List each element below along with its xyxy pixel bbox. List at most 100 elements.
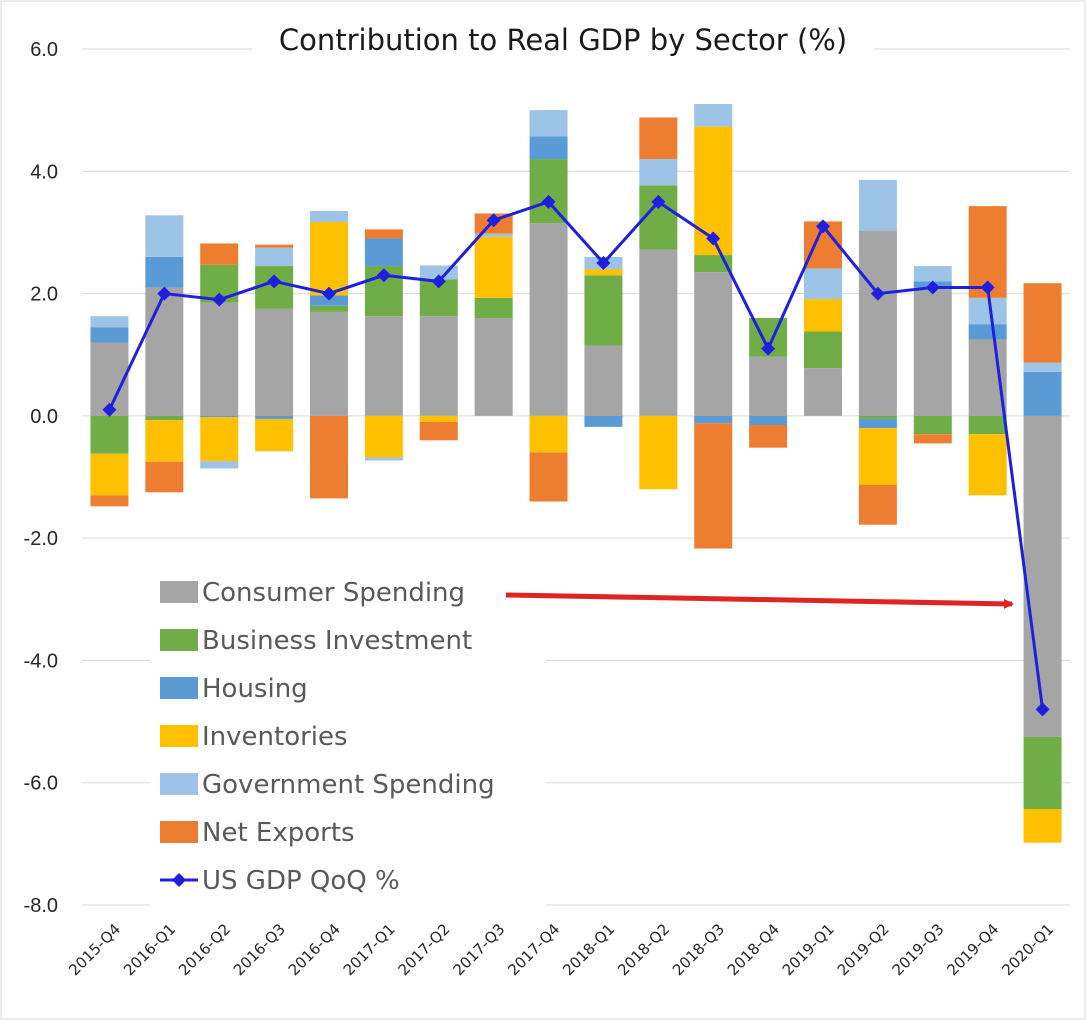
bar-segment-consumer-spending xyxy=(804,368,842,416)
gridlines xyxy=(82,48,1070,906)
bar-segment-housing xyxy=(364,238,403,267)
bar-segment-consumer-spending xyxy=(913,287,952,416)
y-tick-label: 4.0 xyxy=(30,161,58,183)
gdp-marker xyxy=(980,280,995,295)
legend-label-inventories: Inventories xyxy=(202,722,348,752)
gdp-marker xyxy=(925,280,940,295)
gdp-marker xyxy=(541,194,556,209)
legend-swatch-housing xyxy=(160,677,198,699)
gdp-marker xyxy=(486,213,501,228)
bar-segment-government-spending xyxy=(255,247,294,267)
bar-segment-business-investment xyxy=(310,305,348,312)
bar-segment-inventories xyxy=(364,415,403,458)
legend-label-business-investment: Business Investment xyxy=(202,626,472,656)
chart-title: Contribution to Real GDP by Sector (%) xyxy=(279,23,847,57)
y-tick-label: -8.0 xyxy=(24,895,58,917)
legend-label-government-spending: Government Spending xyxy=(202,770,495,800)
bar-segment-consumer-spending xyxy=(145,287,184,416)
gdp-line-series xyxy=(102,194,1050,717)
bar-segment-government-spending xyxy=(90,316,129,328)
bar-segment-inventories xyxy=(529,415,568,453)
bar-segment-government-spending xyxy=(694,104,733,127)
bar-segment-inventories xyxy=(474,236,513,298)
bar-segment-government-spending xyxy=(858,179,897,231)
bar-segment-net-exports xyxy=(749,425,788,448)
bar-segment-government-spending xyxy=(968,297,1007,325)
bar-segment-government-spending xyxy=(364,457,403,461)
bar-segment-housing xyxy=(694,415,733,424)
gdp-marker xyxy=(1035,702,1050,717)
bar-segment-business-investment xyxy=(1023,736,1062,810)
bar-segment-business-investment xyxy=(584,275,623,346)
gdp-marker xyxy=(816,219,830,234)
bar-segment-consumer-spending xyxy=(749,356,788,416)
legend-swatch-business-investment xyxy=(160,629,198,651)
bar-segment-consumer-spending xyxy=(968,339,1007,416)
gdp-marker xyxy=(870,286,885,301)
bar-segment-consumer-spending xyxy=(255,308,294,416)
bar-segment-business-investment xyxy=(858,415,897,419)
legend-box xyxy=(150,566,546,906)
y-tick-label: 2.0 xyxy=(30,284,58,306)
bar-segment-government-spending xyxy=(913,266,952,282)
bar-segment-net-exports xyxy=(419,421,458,441)
y-tick-label: 0.0 xyxy=(30,406,58,428)
bar-segment-inventories xyxy=(584,269,623,276)
bar-segment-housing xyxy=(858,418,897,429)
bar-segment-business-investment xyxy=(913,415,952,435)
bar-segment-housing xyxy=(529,136,568,160)
legend: Consumer Spending Business Investment Hous… xyxy=(150,566,546,906)
bar-segment-housing xyxy=(145,256,184,288)
bar-segment-government-spending xyxy=(474,233,513,237)
bar-segment-business-investment xyxy=(145,415,184,421)
bar-segment-consumer-spending xyxy=(419,316,458,416)
bar-segment-inventories xyxy=(804,299,842,332)
annotation-arrow xyxy=(505,592,1014,609)
gdp-marker xyxy=(596,256,611,270)
bar-segment-net-exports xyxy=(529,452,568,502)
bar-segment-government-spending xyxy=(639,159,678,186)
bar-segment-government-spending xyxy=(1023,362,1062,372)
bar-segment-consumer-spending xyxy=(310,311,348,416)
bar-segment-net-exports xyxy=(858,484,897,525)
bar-segment-housing xyxy=(584,415,623,427)
bar-segment-consumer-spending xyxy=(1023,415,1062,737)
bar-segment-inventories xyxy=(145,420,184,462)
legend-swatch-gdp-marker xyxy=(172,873,186,887)
bar-segment-government-spending xyxy=(200,461,239,469)
bar-segment-government-spending xyxy=(145,215,184,257)
bar-segment-inventories xyxy=(1023,809,1062,843)
bar-segment-housing xyxy=(749,415,788,426)
gdp-line xyxy=(108,200,1045,710)
gdp-marker xyxy=(322,286,336,301)
bar-segment-inventories xyxy=(255,418,294,452)
legend-swatch-inventories xyxy=(160,725,198,747)
gdp-marker xyxy=(376,268,391,283)
annotation xyxy=(505,592,1014,609)
bar-segment-consumer-spending xyxy=(584,345,623,416)
bar-segment-consumer-spending xyxy=(200,302,239,416)
bar-segment-inventories xyxy=(968,434,1007,496)
bar-segment-housing xyxy=(200,415,239,418)
y-tick-label: -2.0 xyxy=(24,528,58,550)
bar-segment-inventories xyxy=(639,415,678,490)
y-tick-label: -6.0 xyxy=(24,773,58,795)
gdp-marker xyxy=(706,231,721,246)
bar-segment-consumer-spending xyxy=(364,316,403,416)
gdp-marker xyxy=(212,292,227,307)
bar-segment-inventories xyxy=(200,417,239,462)
y-axis: 6.0 4.0 2.0 0.0 -2.0 -4.0 -6.0 -8.0 xyxy=(24,39,58,917)
legend-label-us-gdp-qoq: US GDP QoQ % xyxy=(202,866,400,896)
bar-segment-consumer-spending xyxy=(474,318,513,416)
bar-segment-business-investment xyxy=(529,159,568,224)
bar-segment-consumer-spending xyxy=(639,249,678,416)
legend-swatch-consumer-spending xyxy=(160,581,198,603)
bar-segment-business-investment xyxy=(90,415,129,454)
bar-segment-housing xyxy=(1023,371,1062,416)
bar-segment-net-exports xyxy=(913,434,952,444)
stacked-bars xyxy=(90,104,1062,843)
bar-segment-net-exports xyxy=(694,423,733,549)
gdp-marker xyxy=(157,286,172,301)
y-tick-label: 6.0 xyxy=(30,39,58,61)
